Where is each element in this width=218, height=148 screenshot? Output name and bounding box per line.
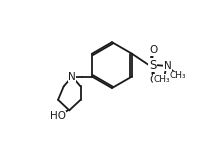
Text: S: S (149, 59, 156, 72)
Text: HO: HO (50, 111, 66, 121)
Text: CH₃: CH₃ (153, 75, 170, 84)
Text: N: N (68, 72, 76, 82)
Text: O: O (149, 45, 158, 55)
Text: CH₃: CH₃ (170, 71, 186, 80)
Text: O: O (149, 75, 158, 85)
Text: N: N (164, 61, 171, 71)
